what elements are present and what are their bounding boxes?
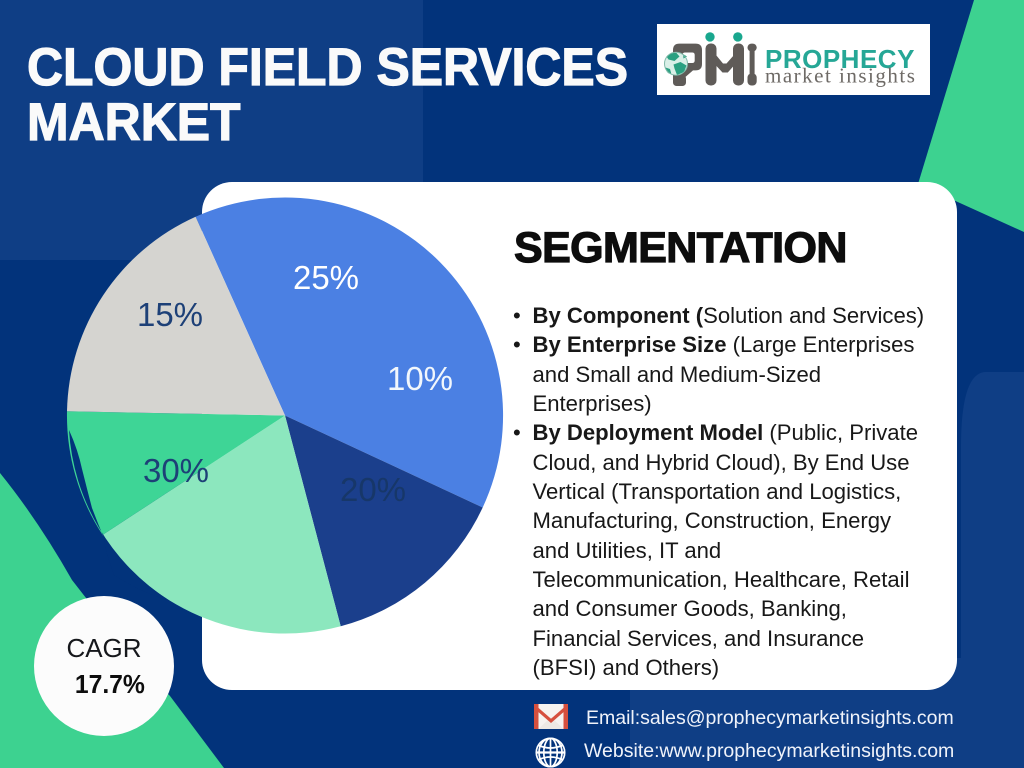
svg-text:PROPHECY: PROPHECY xyxy=(765,44,915,74)
svg-text:15%: 15% xyxy=(137,296,203,333)
svg-text:10%: 10% xyxy=(387,360,453,397)
svg-text:20%: 20% xyxy=(340,471,406,508)
svg-text:25%: 25% xyxy=(293,259,359,296)
svg-text:market insights: market insights xyxy=(765,64,916,88)
svg-text:30%: 30% xyxy=(143,452,209,489)
